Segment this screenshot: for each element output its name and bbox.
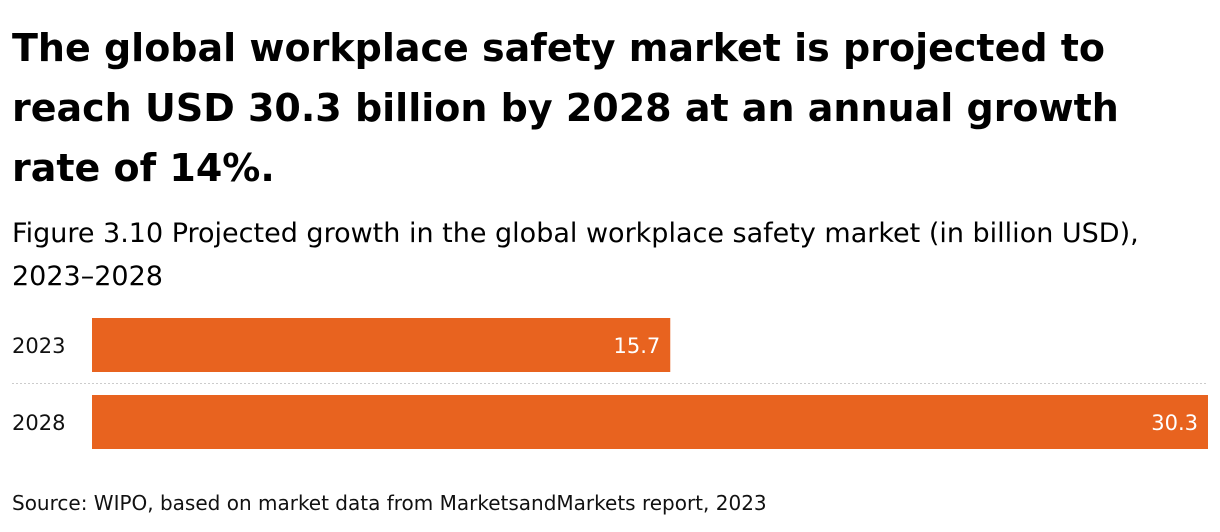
bar-chart: 2023 15.7 2028 30.3 bbox=[0, 305, 1220, 465]
value-label-2028: 30.3 bbox=[1151, 411, 1198, 435]
category-label-2023: 2023 bbox=[12, 334, 65, 358]
category-label-2028: 2028 bbox=[12, 411, 65, 435]
headline: The global workplace safety market is pr… bbox=[12, 26, 1119, 190]
bar-chart-svg: 2023 15.7 2028 30.3 bbox=[12, 318, 1208, 449]
bar-2028 bbox=[92, 395, 1208, 449]
bar-2023 bbox=[92, 318, 671, 372]
value-label-2023: 15.7 bbox=[613, 334, 660, 358]
source-note: Source: WIPO, based on market data from … bbox=[12, 491, 767, 515]
chart-subtitle: Figure 3.10 Projected growth in the glob… bbox=[12, 218, 1139, 292]
